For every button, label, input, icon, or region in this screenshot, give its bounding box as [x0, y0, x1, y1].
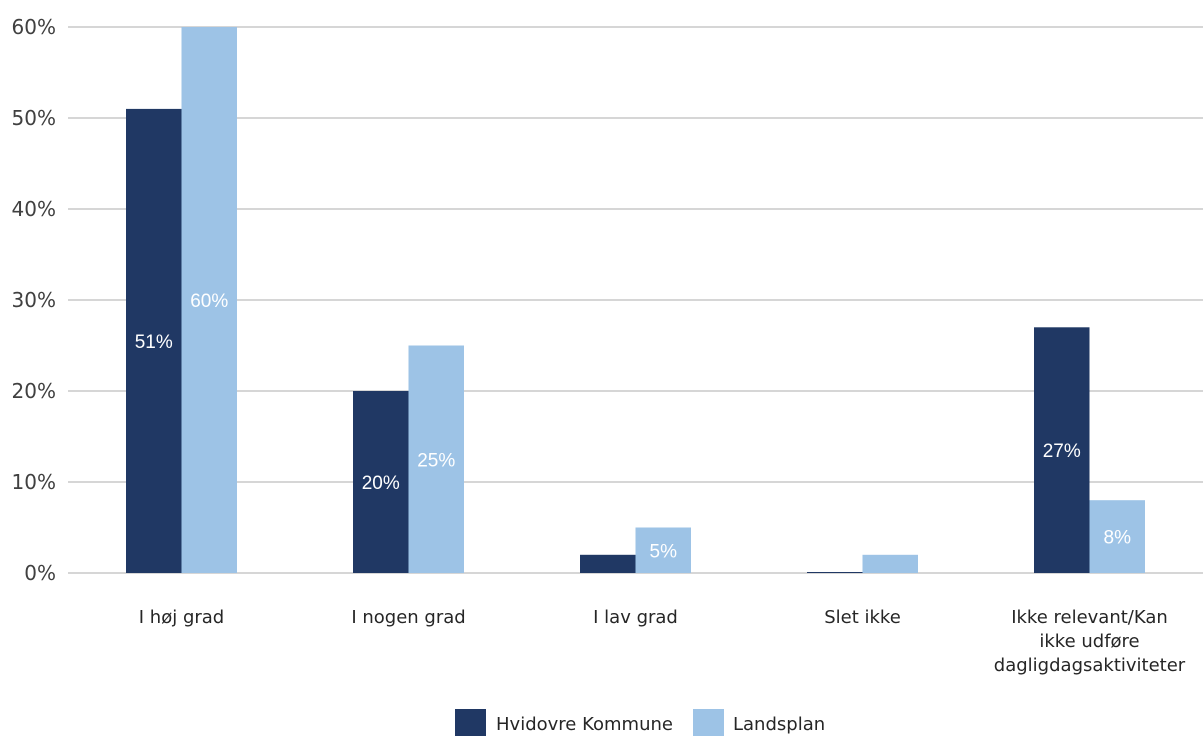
category-label: ikke udføre: [1039, 631, 1139, 652]
data-label: 60%: [190, 291, 228, 312]
data-label: 20%: [362, 473, 400, 494]
bars: [126, 27, 1145, 574]
category-label: I høj grad: [139, 607, 224, 628]
y-tick-label: 10%: [12, 470, 56, 494]
bar-hvidovre: [1034, 327, 1090, 573]
bar-hvidovre: [353, 391, 409, 573]
legend-label: Hvidovre Kommune: [496, 714, 673, 735]
bar-hvidovre: [580, 554, 636, 573]
category-label: I nogen grad: [351, 607, 465, 628]
bar-landsplan: [181, 27, 237, 573]
category-label: I lav grad: [593, 607, 678, 628]
y-tick-label: 0%: [24, 561, 56, 585]
y-tick-label: 30%: [12, 288, 56, 312]
data-label: 25%: [417, 450, 455, 471]
data-label: 51%: [135, 332, 173, 353]
bar-hvidovre: [126, 108, 182, 574]
gridlines: [68, 26, 1203, 574]
legend: Hvidovre Kommune Landsplan: [455, 709, 825, 736]
category-label: Slet ikke: [824, 607, 901, 628]
category-label: Ikke relevant/Kan: [1011, 607, 1168, 628]
y-tick-label: 60%: [12, 15, 56, 39]
bar-landsplan: [862, 554, 918, 573]
bar-landsplan: [1089, 500, 1145, 573]
bar-landsplan: [408, 345, 464, 573]
legend-swatch: [693, 709, 724, 736]
data-label: 8%: [1104, 528, 1132, 549]
y-tick-label: 50%: [12, 106, 56, 130]
data-label: 5%: [650, 541, 678, 562]
bar-hvidovre: [807, 572, 863, 573]
data-label: 27%: [1043, 441, 1081, 462]
y-tick-label: 40%: [12, 197, 56, 221]
legend-label: Landsplan: [733, 714, 825, 735]
category-label: dagligdagsaktiviteter: [994, 655, 1186, 676]
category-labels: I høj grad I nogen grad I lav grad Slet ikk…: [139, 607, 1186, 676]
legend-swatch: [455, 709, 486, 736]
y-axis-tick-labels: 0% 10% 20% 30% 40% 50% 60%: [12, 15, 56, 585]
y-tick-label: 20%: [12, 379, 56, 403]
bar-landsplan: [635, 527, 691, 573]
data-labels: 51% 20% 27% 60% 25% 5% 8%: [135, 291, 1131, 562]
